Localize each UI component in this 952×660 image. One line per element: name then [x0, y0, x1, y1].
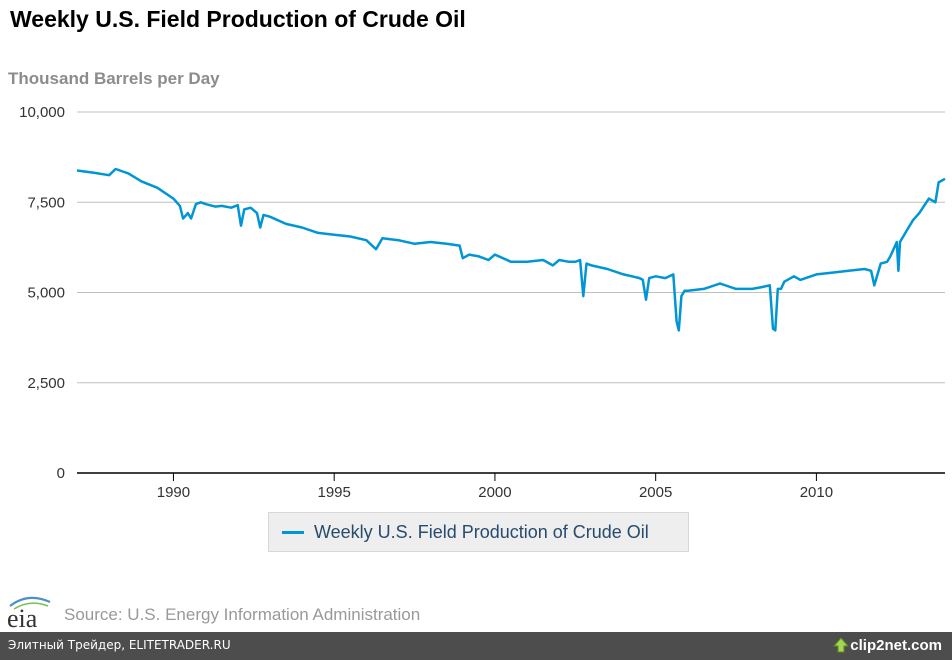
- y-tick-label: 7,500: [27, 194, 65, 211]
- chart-title: Weekly U.S. Field Production of Crude Oi…: [10, 6, 466, 32]
- watermark-text: Элитный Трейдер, ELITETRADER.RU: [8, 638, 231, 652]
- legend[interactable]: Weekly U.S. Field Production of Crude Oi…: [268, 512, 689, 552]
- legend-label: Weekly U.S. Field Production of Crude Oi…: [314, 521, 649, 542]
- source-text: Source: U.S. Energy Information Administ…: [64, 605, 421, 624]
- clip2net-text: clip2net.com: [850, 636, 942, 654]
- y-axis-ticks: 0 2,500 5,000 7,500 10,000: [19, 104, 65, 482]
- legend-swatch: [282, 530, 304, 534]
- series-line[interactable]: [76, 167, 946, 332]
- y-tick-label: 10,000: [19, 104, 65, 121]
- grid-lines: [77, 111, 945, 384]
- x-tick-label: 2010: [800, 484, 833, 501]
- x-tick-label: 1990: [157, 484, 190, 501]
- eia-logo: eia: [7, 596, 51, 632]
- clip2net-watermark: clip2net.com: [832, 636, 942, 654]
- y-axis-title: Thousand Barrels per Day: [8, 69, 220, 88]
- x-tick-label: 2005: [639, 484, 672, 501]
- eia-logo-text: eia: [7, 604, 38, 632]
- footer-bar: Элитный Трейдер, ELITETRADER.RU clip2net…: [0, 632, 952, 660]
- x-tick-label: 2000: [478, 484, 511, 501]
- y-tick-label: 0: [57, 465, 65, 482]
- upload-arrow-icon: [833, 637, 850, 653]
- y-tick-label: 2,500: [27, 375, 65, 392]
- chart-plot: 0 2,500 5,000 7,500 10,000 1990 1995 2000 2005 2…: [19, 104, 946, 501]
- x-tick-label: 1995: [317, 484, 350, 501]
- y-tick-label: 5,000: [27, 285, 65, 302]
- x-axis-ticks: 1990 1995 2000 2005 2010: [157, 473, 833, 501]
